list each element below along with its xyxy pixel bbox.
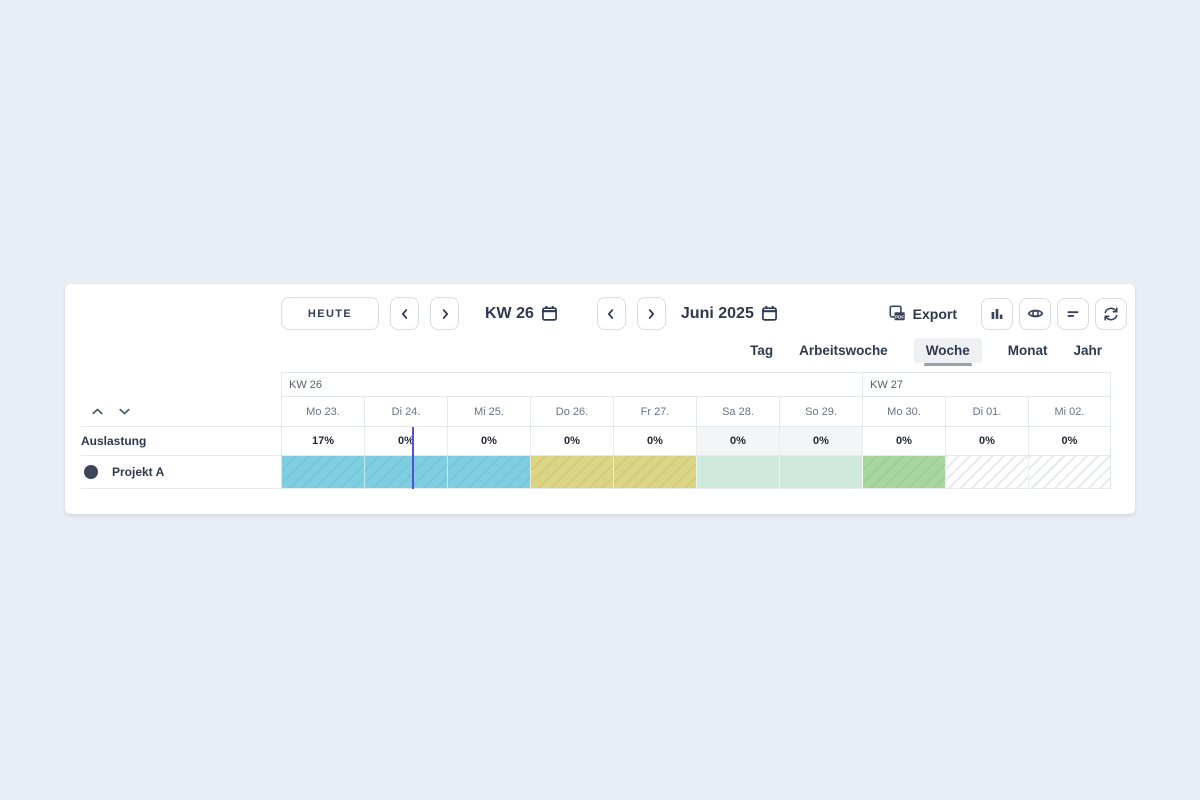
next-week-button[interactable] [430, 297, 459, 330]
booking-cell[interactable] [364, 456, 447, 489]
svg-text:PDF: PDF [895, 314, 904, 319]
booking-cell-weekend[interactable] [779, 456, 862, 489]
booking-cell[interactable] [530, 456, 613, 489]
week-selector-label: KW 26 [485, 304, 534, 322]
tab-monat[interactable]: Monat [1007, 342, 1048, 358]
chevron-right-icon [644, 307, 658, 321]
booking-cell[interactable] [281, 456, 364, 489]
eye-icon [1027, 305, 1044, 322]
schedule-grid: KW 26 KW 27 Mo 23. Di 24. Mi 25. Do 26. … [81, 372, 1111, 489]
sort-button[interactable] [1057, 297, 1089, 330]
project-row-label[interactable]: Projekt A [81, 456, 281, 489]
prev-month-button[interactable] [596, 297, 626, 330]
week-group-label: KW 27 [870, 378, 904, 391]
booking-cell[interactable] [613, 456, 696, 489]
day-header: Mo 30. [862, 397, 945, 427]
booking-cell[interactable] [447, 456, 530, 489]
row-controls [81, 397, 281, 427]
export-button[interactable]: PDF Export [889, 305, 957, 322]
utilization-value: 0% [447, 427, 530, 456]
now-marker-line [412, 427, 414, 489]
calendar-icon[interactable] [761, 305, 778, 322]
project-color-dot [84, 465, 98, 479]
tab-arbeitswoche[interactable]: Arbeitswoche [799, 342, 888, 358]
grid-corner [81, 372, 281, 397]
collapse-up-button[interactable] [90, 404, 105, 419]
utilization-value: 0% [613, 427, 696, 456]
refresh-icon [1103, 306, 1119, 322]
refresh-button[interactable] [1095, 297, 1127, 330]
chevron-down-icon [117, 404, 132, 419]
day-header: Do 26. [530, 397, 613, 427]
day-header: So 29. [779, 397, 862, 427]
month-selector[interactable]: Juni 2025 [681, 305, 778, 323]
prev-week-button[interactable] [390, 297, 419, 330]
visibility-button[interactable] [1019, 297, 1051, 330]
utilization-value-weekend: 0% [779, 427, 862, 456]
next-month-button[interactable] [636, 297, 666, 330]
week-selector[interactable]: KW 26 [485, 305, 558, 323]
booking-cell[interactable] [862, 456, 945, 489]
day-header: Sa 28. [696, 397, 779, 427]
tab-woche[interactable]: Woche [913, 337, 982, 366]
project-name: Projekt A [112, 465, 165, 479]
sort-icon [1065, 306, 1081, 322]
today-button[interactable]: HEUTE [281, 297, 379, 330]
booking-cell-empty[interactable] [1028, 456, 1111, 489]
booking-cell-weekend[interactable] [696, 456, 779, 489]
tab-tag[interactable]: Tag [750, 342, 774, 358]
day-header: Di 24. [364, 397, 447, 427]
view-tabs: Tag Arbeitswoche Woche Monat Jahr [750, 336, 1102, 366]
calendar-icon[interactable] [541, 305, 558, 322]
week-group-kw26: KW 26 [281, 372, 862, 397]
utilization-value: 0% [945, 427, 1028, 456]
export-label: Export [912, 305, 957, 322]
utilization-value: 0% [862, 427, 945, 456]
day-header: Fr 27. [613, 397, 696, 427]
day-header: Mi 25. [447, 397, 530, 427]
scheduler-panel: HEUTE KW 26 Ju [65, 284, 1135, 514]
utilization-value: 0% [364, 427, 447, 456]
chevron-left-icon [604, 307, 618, 321]
utilization-row-label: Auslastung [81, 427, 281, 456]
utilization-value-weekend: 0% [696, 427, 779, 456]
day-header: Mo 23. [281, 397, 364, 427]
collapse-down-button[interactable] [117, 404, 132, 419]
chevron-left-icon [398, 307, 412, 321]
toolbar: HEUTE KW 26 Ju [65, 297, 1135, 330]
chevron-up-icon [90, 404, 105, 419]
week-group-kw27: KW 27 [862, 372, 1111, 397]
day-header: Mi 02. [1028, 397, 1111, 427]
tab-jahr[interactable]: Jahr [1073, 342, 1102, 358]
month-selector-label: Juni 2025 [680, 304, 754, 322]
utilization-value: 0% [1028, 427, 1111, 456]
chart-view-button[interactable] [981, 297, 1013, 330]
week-group-label: KW 26 [289, 378, 323, 391]
utilization-value: 17% [281, 427, 364, 456]
utilization-value: 0% [530, 427, 613, 456]
day-header: Di 01. [945, 397, 1028, 427]
pdf-export-icon: PDF [889, 305, 906, 322]
chevron-right-icon [438, 307, 452, 321]
bar-chart-icon [989, 306, 1005, 322]
booking-cell-empty[interactable] [945, 456, 1028, 489]
